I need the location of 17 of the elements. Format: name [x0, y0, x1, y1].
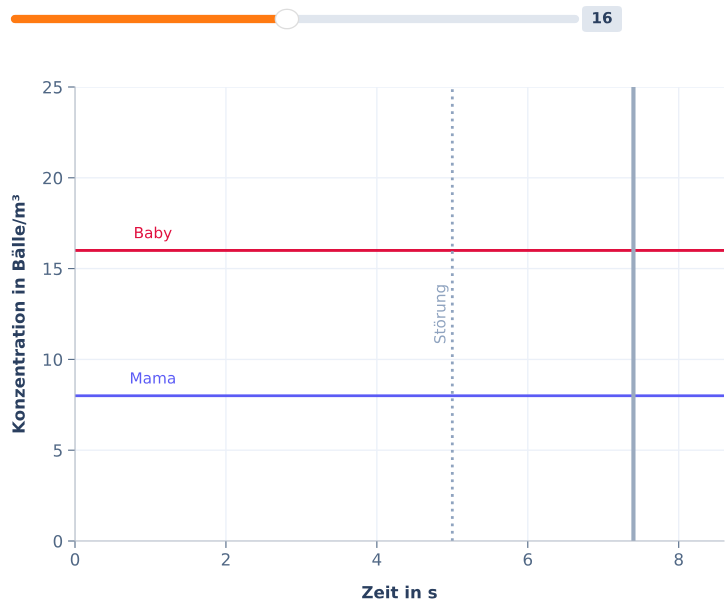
- ref-line-label: Störung: [434, 285, 449, 344]
- x-tick-label: 6: [524, 553, 532, 566]
- y-tick-label: 25: [43, 80, 62, 94]
- x-tick-label: 4: [372, 553, 382, 566]
- y-axis-title: Konzentration in Bälle/m³: [12, 194, 26, 432]
- y-tick-label: 10: [44, 353, 62, 366]
- series-label: Baby: [135, 226, 172, 242]
- y-tick-label: 20: [43, 172, 62, 184]
- x-tick-label: 0: [70, 553, 80, 566]
- series-label: Mama: [130, 372, 175, 384]
- y-tick-label: 15: [44, 262, 62, 276]
- y-tick-label: 5: [54, 444, 62, 457]
- x-tick-label: 2: [222, 553, 230, 566]
- text: 16: [593, 12, 612, 24]
- x-tick-label: 8: [674, 553, 683, 566]
- x-axis-title: Zeit in s: [362, 586, 437, 599]
- y-tick-label: 0: [54, 534, 62, 548]
